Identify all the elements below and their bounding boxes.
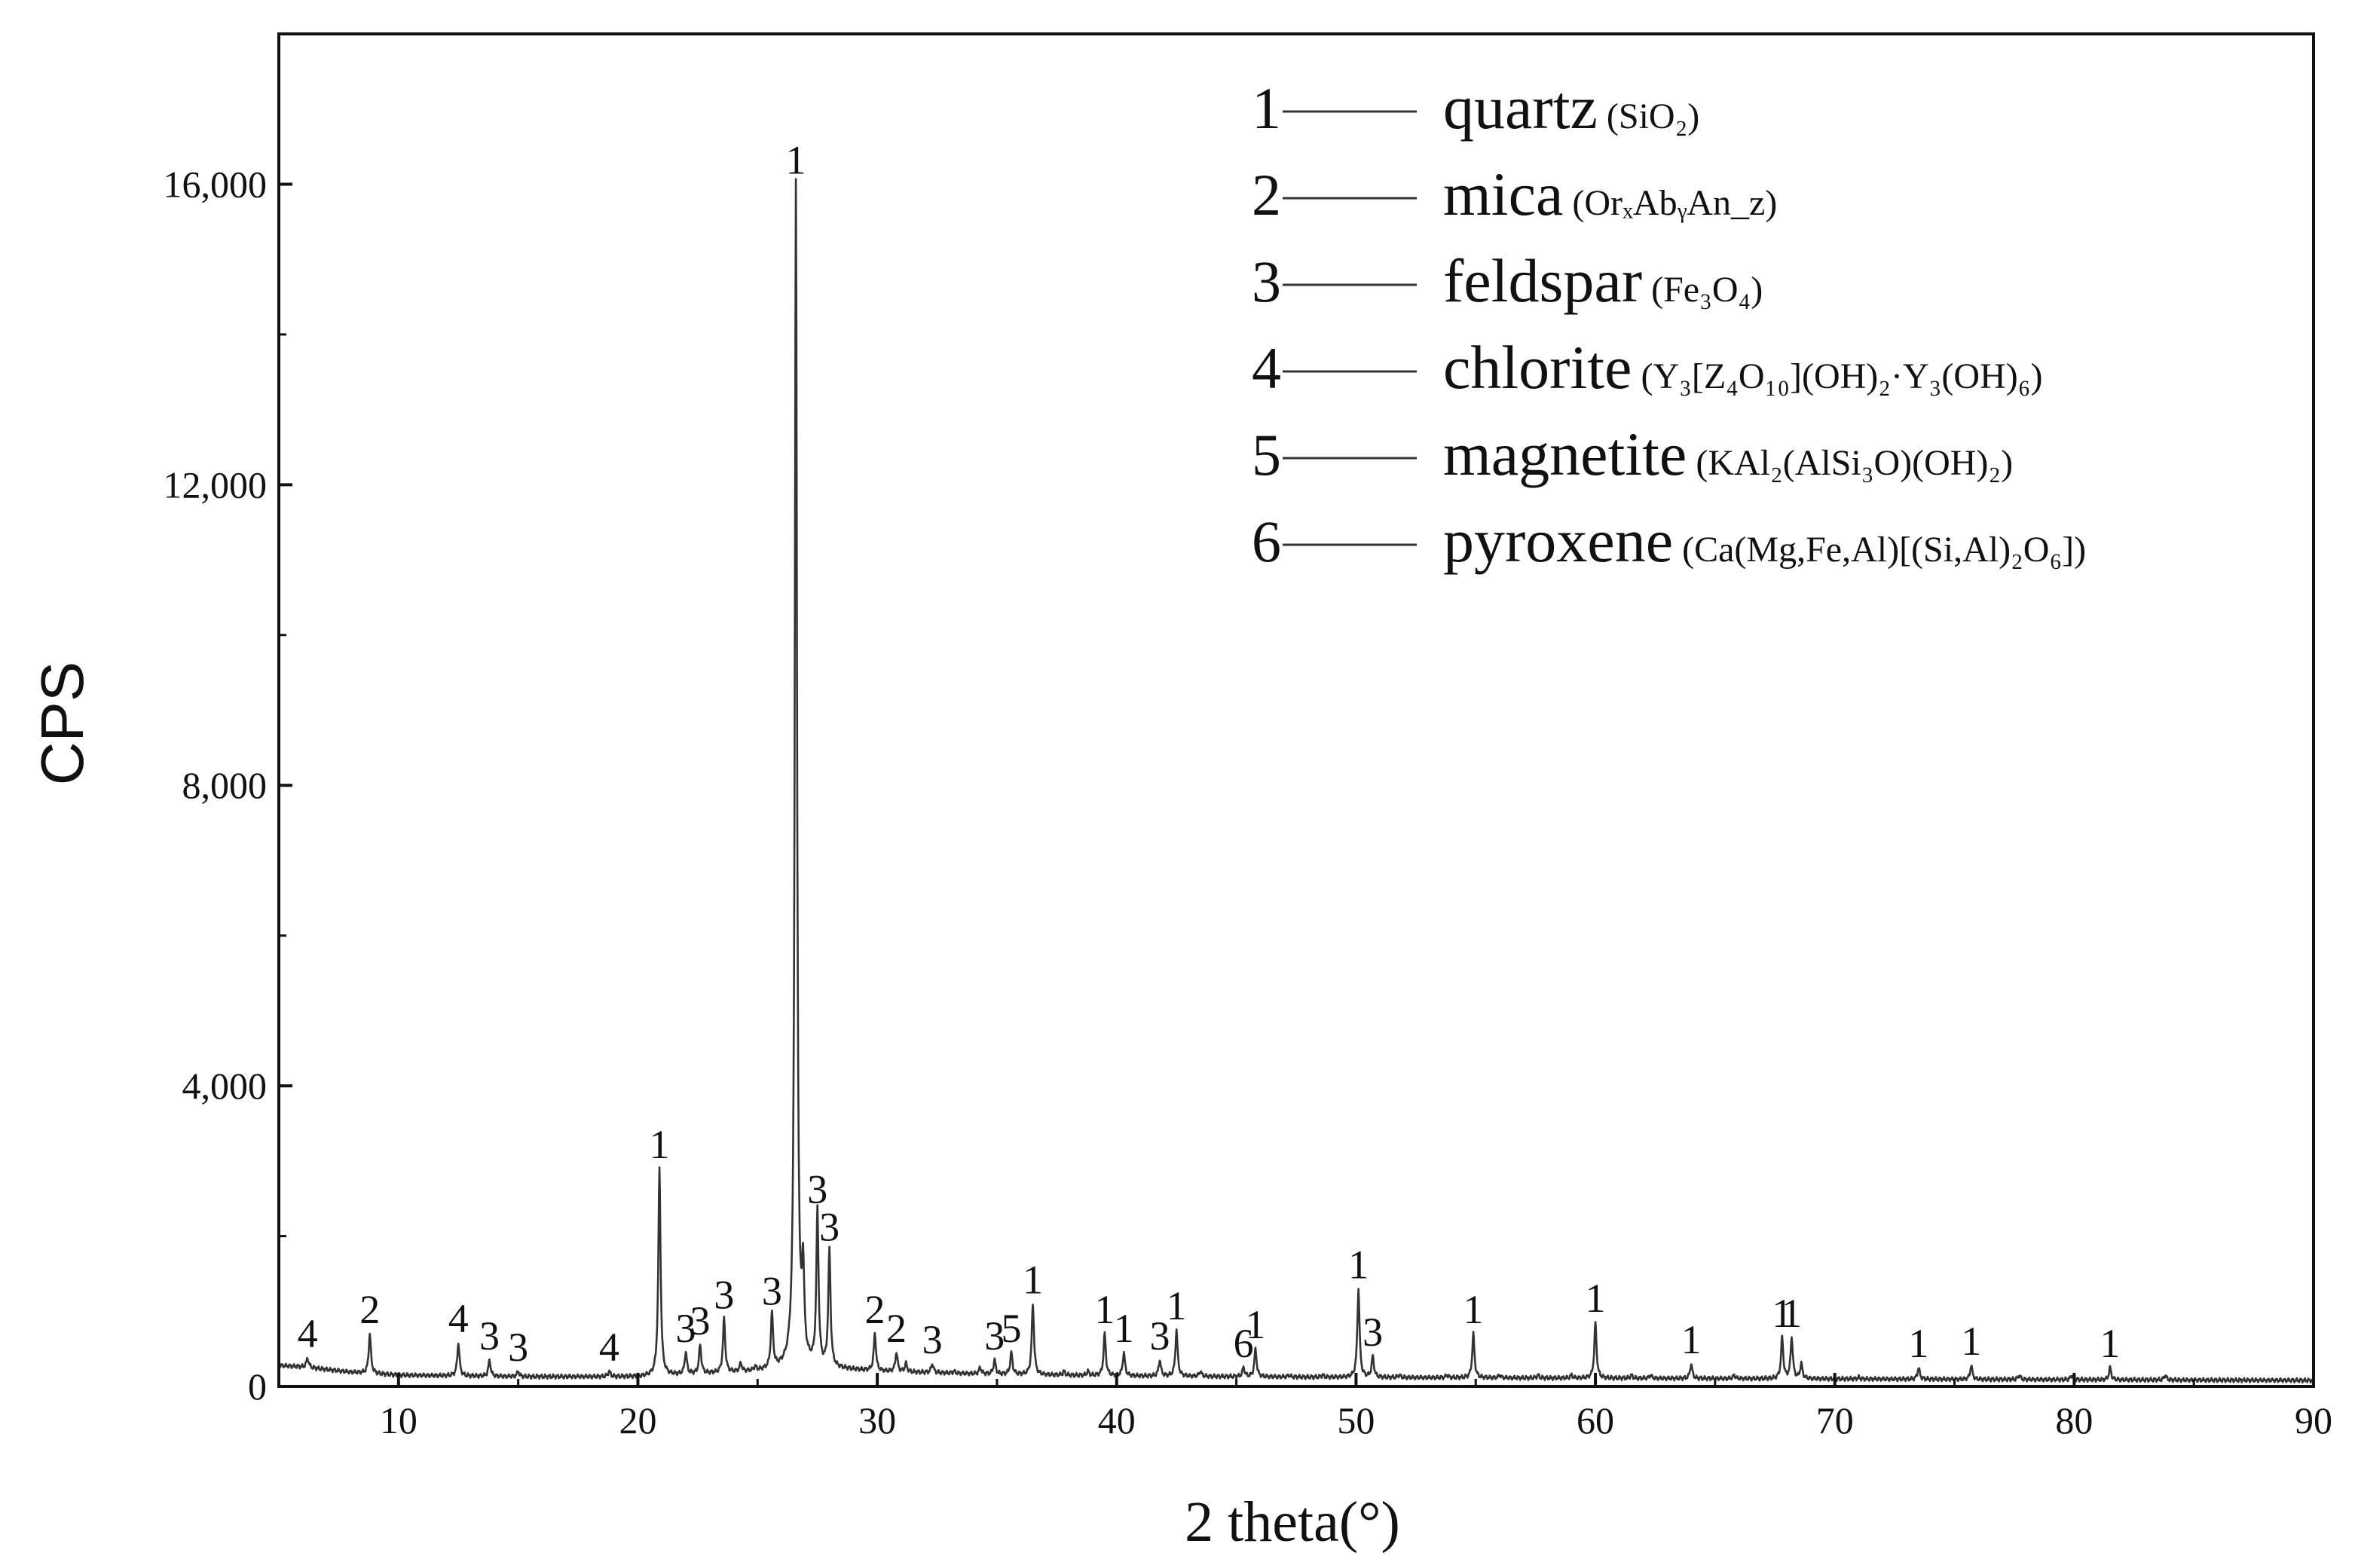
peak-label: 3 (922, 1317, 943, 1362)
y-axis-ticks: 0 4,000 8,000 12,000 16,000 (164, 163, 292, 1408)
peak-label: 3 (479, 1313, 500, 1359)
legend-mineral-name: pyroxene (1443, 506, 1673, 575)
legend-item: 5 magnetite (KAl₂(AlSi₃O)(OH)₂) (1252, 420, 2013, 488)
peak-label: 3 (714, 1272, 734, 1317)
x-tick-label: 90 (2295, 1399, 2332, 1441)
peak-label: 3 (1149, 1313, 1170, 1359)
y-tick-label: 8,000 (182, 764, 268, 806)
peak-label: 1 (1772, 1291, 1792, 1336)
legend-number: 1 (1252, 75, 1281, 141)
legend-number: 5 (1252, 422, 1281, 488)
x-tick-label: 80 (2055, 1399, 2093, 1441)
peak-label: 6 (1234, 1321, 1254, 1366)
legend-mineral-name: feldspar (1443, 246, 1642, 315)
peak-label: 1 (1246, 1302, 1266, 1347)
peak-label: 1 (1023, 1257, 1043, 1302)
peak-label: 3 (807, 1167, 827, 1212)
peak-label: 4 (298, 1311, 318, 1356)
peak-label: 1 (1348, 1242, 1369, 1287)
legend-number: 2 (1252, 162, 1281, 228)
legend-mineral-name: chlorite (1443, 333, 1632, 402)
legend-number: 6 (1252, 509, 1281, 574)
peak-label: 1 (1167, 1283, 1187, 1328)
peak-label: 1 (1908, 1321, 1928, 1366)
peak-label: 1 (1463, 1287, 1484, 1332)
peak-label: 4 (448, 1296, 469, 1341)
x-tick-label: 10 (380, 1399, 417, 1441)
legend-formula: (OrₓAbᵧAn_z) (1572, 183, 1777, 223)
peak-label: 1 (1681, 1317, 1702, 1362)
legend-mineral-name: magnetite (1443, 420, 1687, 488)
peak-label: 1 (650, 1122, 670, 1167)
y-tick-label: 12,000 (164, 463, 268, 506)
legend-item: 2 mica (OrₓAbᵧAn_z) (1252, 160, 1777, 228)
peak-label: 2 (886, 1306, 907, 1351)
legend-formula: (Ca(Mg,Fe,Al)[(Si,Al)₂O₆]) (1682, 530, 2086, 570)
peak-label: 1 (1114, 1306, 1134, 1351)
peak-label: 2 (359, 1287, 380, 1332)
legend-item: 4 chlorite (Y₃[Z₄O₁₀](OH)₂·Y₃(OH)₆) (1252, 333, 2042, 402)
plot-frame (277, 32, 2315, 1388)
peak-label: 5 (1002, 1306, 1022, 1351)
legend-formula: (SiO₂) (1607, 96, 1699, 136)
peak-label: 1 (1961, 1319, 1981, 1364)
peak-label: 1 (786, 137, 806, 182)
peak-label: 1 (1586, 1276, 1606, 1321)
x-tick-label: 20 (619, 1399, 656, 1441)
x-tick-label: 60 (1577, 1399, 1614, 1441)
peak-label: 2 (864, 1287, 885, 1332)
legend-number: 4 (1252, 335, 1281, 401)
legend-item: 3 feldspar (Fe₃O₄) (1252, 246, 1763, 315)
xrd-pattern-line (278, 178, 2315, 1384)
y-tick-label: 4,000 (182, 1065, 268, 1107)
peak-label: 3 (1363, 1310, 1383, 1355)
legend-item: 6 pyroxene (Ca(Mg,Fe,Al)[(Si,Al)₂O₆]) (1252, 506, 2086, 575)
peak-label: 3 (762, 1268, 782, 1313)
legend-item: 1 quartz (SiO₂) (1252, 73, 1699, 142)
x-axis-title: 2 theta(°) (1185, 1490, 1400, 1554)
legend-mineral-name: mica (1443, 160, 1563, 228)
peak-label: 3 (819, 1205, 840, 1250)
peak-label: 1 (2100, 1321, 2121, 1366)
peak-label: 3 (676, 1306, 696, 1351)
x-axis-ticks: 10 20 30 40 50 60 70 80 90 (380, 1373, 2332, 1441)
x-tick-label: 70 (1816, 1399, 1854, 1441)
peak-label: 3 (508, 1325, 528, 1370)
peak-label: 3 (984, 1313, 1005, 1359)
y-axis-title: CPS (29, 662, 96, 786)
legend: 1 quartz (SiO₂)2 mica (OrₓAbᵧAn_z)3 feldspar(… (1252, 73, 2086, 575)
y-tick-label: 0 (248, 1365, 267, 1408)
peak-label: 3 (690, 1298, 711, 1343)
x-tick-label: 40 (1098, 1399, 1136, 1441)
y-tick-label: 16,000 (164, 163, 268, 205)
legend-formula: (Y₃[Z₄O₁₀](OH)₂·Y₃(OH)₆) (1641, 356, 2042, 396)
peak-label: 1 (1782, 1291, 1802, 1336)
legend-mineral-name: quartz (1443, 73, 1598, 142)
legend-formula: (Fe₃O₄) (1651, 270, 1763, 310)
x-tick-label: 50 (1337, 1399, 1375, 1441)
legend-formula: (KAl₂(AlSi₃O)(OH)₂) (1696, 443, 2013, 483)
peak-label: 4 (599, 1325, 619, 1370)
legend-number: 3 (1252, 249, 1281, 314)
x-tick-label: 30 (858, 1399, 896, 1441)
peak-label: 1 (1094, 1287, 1115, 1332)
